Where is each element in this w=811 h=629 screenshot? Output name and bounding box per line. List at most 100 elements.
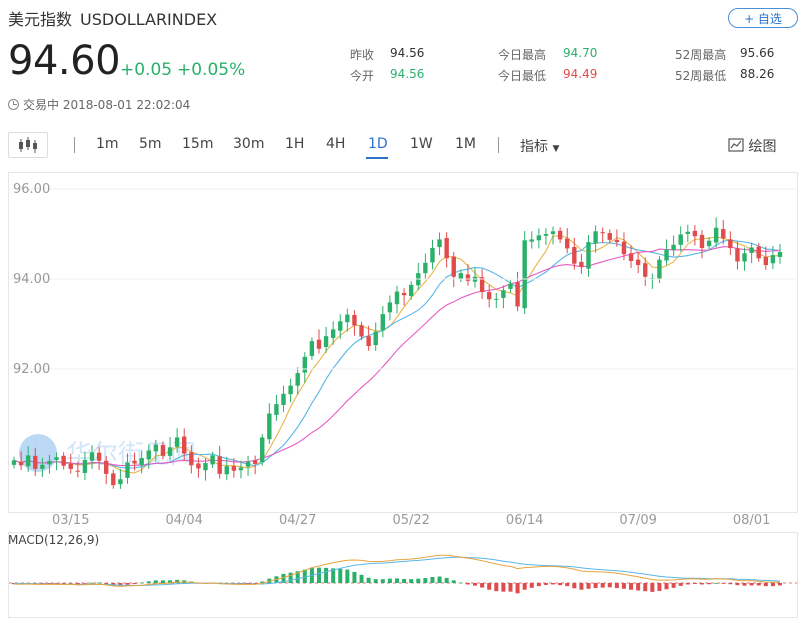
candle-body — [706, 240, 712, 247]
candle-body — [380, 314, 386, 331]
price-panel-frame — [8, 172, 798, 513]
x-tick-label: 04/27 — [279, 513, 316, 528]
candle-body — [387, 302, 393, 313]
tab-15m[interactable]: 15m — [182, 136, 214, 152]
active-tab-indicator — [366, 157, 388, 159]
macd-bar — [366, 577, 371, 583]
candle-body — [47, 460, 52, 465]
candle-body — [508, 283, 513, 289]
tab-5m[interactable]: 5m — [139, 136, 162, 152]
candle-body — [373, 331, 378, 346]
candle-body — [125, 462, 130, 478]
candle-type-button[interactable] — [8, 132, 48, 158]
macd-bar — [749, 583, 754, 586]
candle-body — [494, 298, 499, 300]
candle-body — [104, 460, 109, 474]
candle-body — [437, 239, 442, 248]
candle-body — [444, 238, 449, 259]
macd-bar — [692, 583, 697, 584]
candle-body — [295, 373, 300, 386]
candle-body — [68, 463, 73, 469]
candle-body — [89, 452, 95, 461]
add-watchlist-button[interactable]: + 自选 — [728, 8, 798, 28]
macd-bar — [409, 579, 414, 583]
draw-label: 绘图 — [748, 139, 777, 155]
candle-body — [352, 315, 357, 326]
tab-1mo[interactable]: 1M — [455, 136, 476, 152]
last-price: 94.60 — [8, 38, 121, 84]
candle-body — [394, 291, 400, 305]
macd-bar — [281, 573, 286, 583]
candle-body — [238, 467, 244, 471]
clock-icon — [8, 99, 19, 110]
open-label: 今开 — [350, 69, 375, 83]
candle-body — [657, 259, 662, 280]
macd-bar — [54, 583, 59, 584]
candle-body — [210, 455, 215, 465]
watermark-logo — [19, 434, 57, 472]
candle-body — [465, 274, 471, 281]
candle-body — [316, 339, 322, 349]
candle-body — [543, 234, 549, 236]
tab-4h[interactable]: 4H — [326, 136, 346, 152]
week52-low-label: 52周最低 — [675, 69, 727, 83]
trading-status-text: 交易中 2018-08-01 22:02:04 — [23, 98, 191, 112]
toolbar-divider — [498, 137, 499, 153]
candle-body — [40, 464, 45, 469]
macd-bar — [579, 583, 584, 590]
open-value: 94.56 — [390, 67, 425, 81]
macd-bar — [465, 583, 470, 585]
tab-1w[interactable]: 1W — [410, 136, 433, 152]
candle-body — [224, 466, 229, 475]
candle-body — [245, 461, 251, 467]
macd-bar — [139, 582, 144, 584]
candle-body — [401, 292, 407, 296]
candle-body — [423, 262, 428, 274]
macd-bar — [324, 567, 329, 583]
price-change-percent: +0.05% — [177, 60, 246, 80]
candle-body — [777, 252, 783, 257]
candle-body — [770, 255, 776, 264]
candle-body — [182, 436, 187, 454]
macd-bar — [643, 583, 648, 592]
candle-body — [146, 450, 151, 460]
x-tick-label: 03/15 — [52, 513, 89, 528]
macd-bar — [565, 583, 570, 587]
candle-body — [713, 227, 719, 243]
tab-1h[interactable]: 1H — [285, 136, 305, 152]
macd-bar — [707, 583, 712, 585]
day-low-value: 94.49 — [563, 67, 598, 81]
candle-body — [408, 284, 414, 297]
macd-bar — [352, 571, 357, 583]
candle-body — [231, 466, 237, 471]
candle-body — [267, 413, 272, 440]
y-tick-label: 92.00 — [13, 362, 50, 377]
tab-1d[interactable]: 1D — [368, 136, 388, 152]
candle-body — [607, 233, 612, 240]
candle-body — [621, 241, 627, 255]
candle-body — [75, 470, 81, 472]
macd-bar — [586, 583, 591, 589]
candle-body — [111, 473, 116, 486]
candle-body — [25, 455, 31, 467]
macd-label: MACD(12,26,9) — [8, 533, 99, 547]
candle-body — [153, 444, 159, 452]
macd-bar — [97, 582, 102, 584]
draw-button[interactable]: 绘图 — [728, 136, 776, 156]
macd-bar — [437, 576, 442, 583]
chart-area[interactable]: 华尔街见闻 96.00 94.00 92.00 03/15 04/04 04/27 05/… — [8, 172, 798, 618]
macd-bar — [728, 583, 733, 585]
macd-bar — [536, 583, 541, 587]
candle-body — [18, 461, 24, 466]
candle-body — [451, 256, 456, 277]
indicator-menu[interactable]: 指标 ▼ — [520, 136, 559, 156]
tab-1m[interactable]: 1m — [96, 136, 119, 152]
macd-bar — [125, 583, 130, 585]
macd-bar — [671, 583, 676, 588]
candle-body — [487, 292, 492, 300]
tab-30m[interactable]: 30m — [233, 136, 265, 152]
macd-bar — [636, 583, 641, 591]
prev-close-value: 94.56 — [390, 46, 425, 60]
candle-body — [33, 455, 38, 469]
